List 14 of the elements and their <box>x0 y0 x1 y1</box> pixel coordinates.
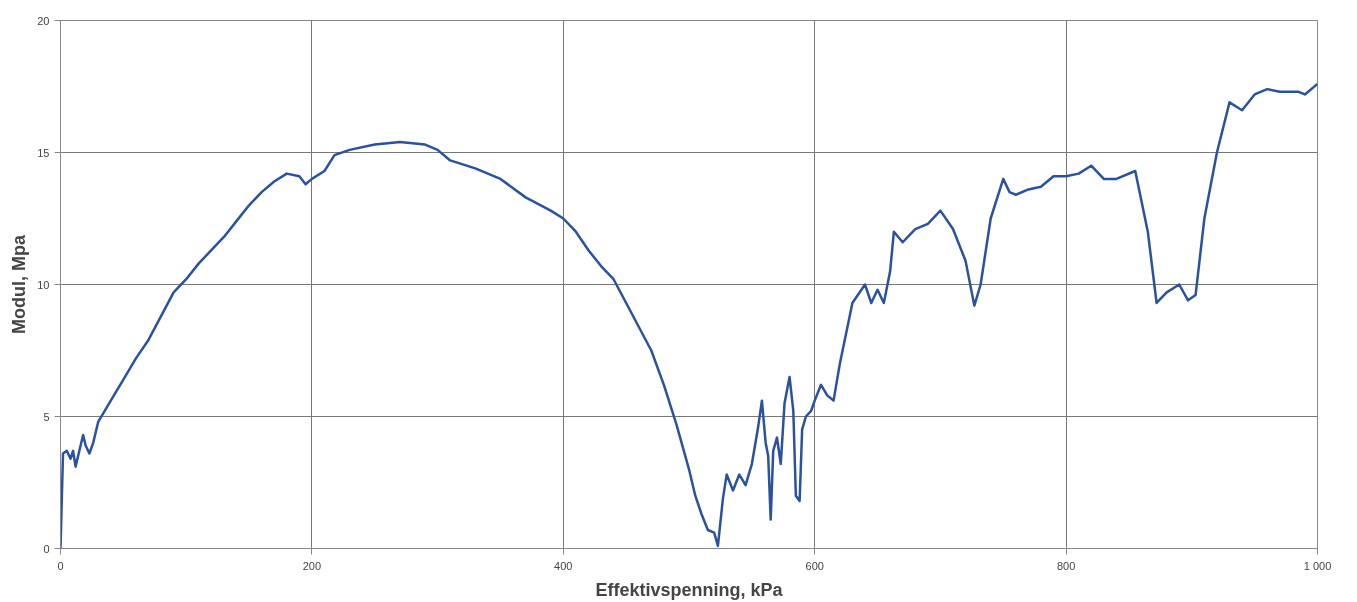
line-series <box>60 82 1318 549</box>
x-tick-label: 0 <box>57 559 64 572</box>
x-axis-title: Effektivspenning, kPa <box>595 579 784 600</box>
x-tick-label: 400 <box>554 559 573 572</box>
y-axis-title: Modul, Mpa <box>9 234 30 334</box>
y-tick-label: 5 <box>43 410 50 423</box>
y-tick-label: 0 <box>43 542 50 555</box>
y-tick-label: 10 <box>37 278 50 291</box>
x-tick-label: 200 <box>302 559 322 572</box>
y-tick-label: 15 <box>37 146 50 159</box>
y-tick-label: 20 <box>37 14 50 27</box>
x-tick-label: 800 <box>1056 559 1076 572</box>
x-tick-label: 1 000 <box>1303 559 1332 572</box>
x-tick-label: 600 <box>805 559 824 572</box>
